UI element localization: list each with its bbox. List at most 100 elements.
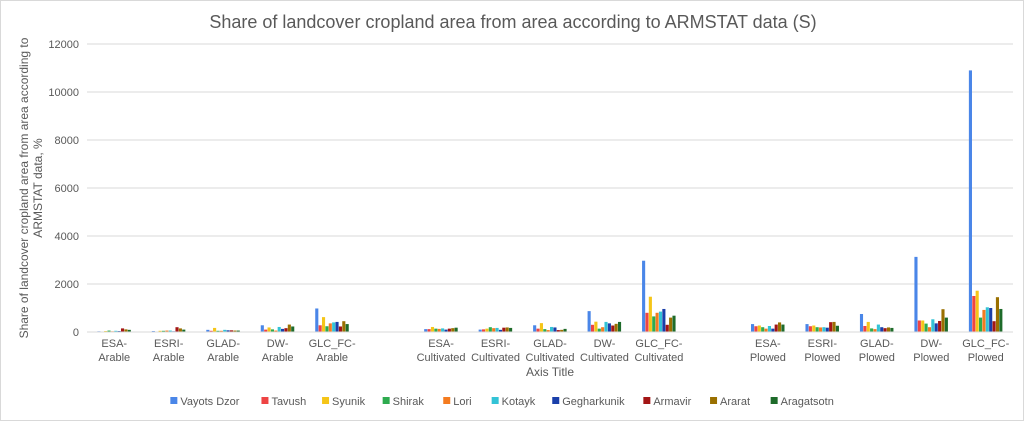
bar (996, 297, 999, 332)
bar (553, 327, 556, 332)
bar (809, 326, 812, 332)
bar (315, 308, 318, 332)
y-tick-label: 10000 (48, 87, 79, 99)
bar (335, 322, 338, 332)
bar (121, 328, 124, 332)
bar (816, 327, 819, 332)
y-tick-label: 2000 (55, 279, 79, 291)
legend-swatch (552, 397, 559, 404)
bar (672, 316, 675, 332)
bar (431, 327, 434, 332)
bar (972, 296, 975, 332)
bar (656, 313, 659, 332)
bar (666, 325, 669, 332)
legend-swatch (710, 397, 717, 404)
chart-title: Share of landcover cropland area from ar… (209, 12, 816, 32)
bar (502, 328, 505, 332)
bar (618, 322, 621, 332)
bar (492, 328, 495, 332)
bar (652, 316, 655, 332)
legend-swatch (643, 397, 650, 404)
x-tick-label: GLC_FC- (309, 338, 356, 350)
bar (775, 325, 778, 332)
bar (863, 326, 866, 332)
x-tick-label: Plowed (913, 352, 949, 364)
legend-swatch (492, 397, 499, 404)
bar (870, 328, 873, 332)
bar (598, 329, 601, 332)
bar (506, 327, 509, 332)
x-tick-label: Arable (153, 352, 185, 364)
x-tick-label: Cultivated (471, 352, 520, 364)
bar (451, 328, 454, 332)
bar (771, 329, 774, 332)
x-tick-label: ESRI- (481, 338, 511, 350)
legend-swatch (170, 397, 177, 404)
bar (329, 323, 332, 332)
x-tick-label: ESRI- (808, 338, 838, 350)
bar (213, 328, 216, 332)
bar (325, 326, 328, 332)
legend-swatch (383, 397, 390, 404)
x-tick-label: Plowed (750, 352, 786, 364)
bar (604, 322, 607, 332)
bar (941, 309, 944, 332)
bar (550, 327, 553, 332)
bar (805, 324, 808, 332)
bar (986, 307, 989, 332)
bar (611, 326, 614, 332)
legend-label: Gegharkunik (562, 396, 625, 408)
bar (928, 327, 931, 332)
bar (594, 322, 597, 332)
legend-label: Armavir (653, 396, 691, 408)
bar (945, 318, 948, 332)
legend-label: Syunik (332, 396, 366, 408)
bar (935, 323, 938, 332)
bar (608, 323, 611, 332)
bar (434, 329, 437, 332)
x-tick-label: Arable (262, 352, 294, 364)
legend-label: Aragatsotn (781, 396, 834, 408)
bar (540, 323, 543, 332)
bar (669, 318, 672, 332)
bar (662, 309, 665, 332)
bar (536, 329, 539, 332)
bar (455, 328, 458, 332)
bar (887, 327, 890, 332)
y-tick-label: 6000 (55, 183, 79, 195)
gridlines (87, 44, 1013, 284)
bar (615, 324, 618, 332)
x-tick-label: Arable (316, 352, 348, 364)
y-tick-label: 0 (73, 327, 79, 339)
bars (97, 70, 1002, 332)
bar (291, 326, 294, 332)
bar (884, 328, 887, 332)
bar (448, 329, 451, 332)
y-tick-label: 12000 (48, 39, 79, 51)
bar (768, 326, 771, 332)
bar (925, 324, 928, 332)
bar (342, 321, 345, 332)
legend-label: Vayots Dzor (180, 396, 239, 408)
x-tick-label: ESRI- (154, 338, 184, 350)
bar (819, 327, 822, 332)
bar (781, 325, 784, 332)
bar (339, 326, 342, 332)
bar (591, 325, 594, 332)
y-axis-title: Share of landcover cropland area from ar… (17, 37, 45, 338)
bar (268, 327, 271, 332)
bar (914, 257, 917, 332)
bar (812, 326, 815, 332)
legend-label: Tavush (271, 396, 306, 408)
bar (836, 326, 839, 332)
bar (261, 325, 264, 332)
x-tick-label: Plowed (804, 352, 840, 364)
bar (778, 322, 781, 332)
bar (829, 322, 832, 332)
bar (918, 320, 921, 332)
bar (765, 329, 768, 332)
